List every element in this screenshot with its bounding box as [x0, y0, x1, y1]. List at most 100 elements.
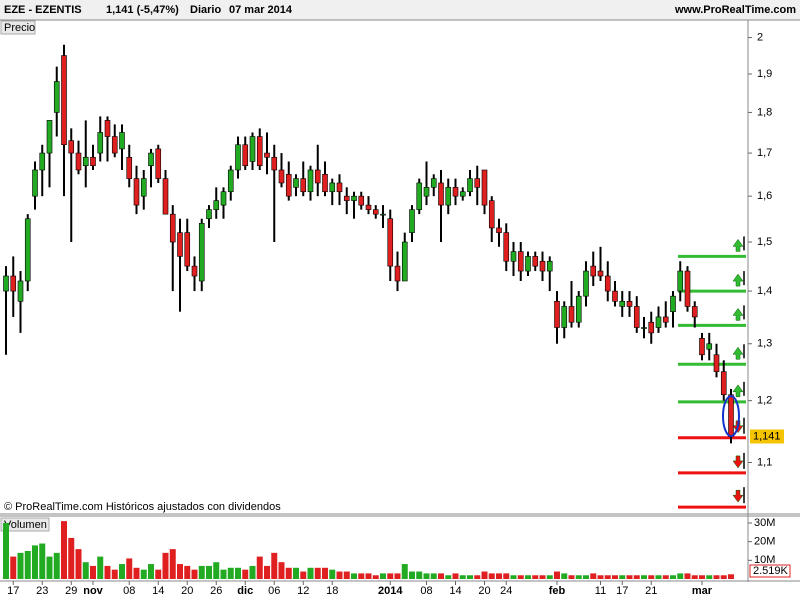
- volume-bar: [416, 571, 423, 579]
- x-tick-label: 21: [645, 585, 657, 597]
- candle-body: [510, 251, 517, 262]
- candle-body: [554, 301, 560, 328]
- volume-bar: [336, 571, 343, 579]
- volume-bar: [561, 573, 568, 579]
- candle-body: [351, 195, 357, 201]
- site: www.ProRealTime.com: [674, 4, 796, 16]
- volume-bar: [445, 575, 452, 579]
- last-price-label: 1,141: [753, 430, 781, 442]
- candle-body: [720, 371, 727, 396]
- volume-bar: [104, 565, 111, 579]
- volume-bar: [213, 562, 220, 579]
- candle-body: [24, 218, 31, 282]
- y-tick-label: 1,1: [757, 456, 772, 468]
- volume-bar: [97, 556, 104, 579]
- volume-bar: [387, 573, 394, 579]
- candle-body: [452, 187, 459, 197]
- volume-bar: [699, 575, 705, 579]
- candle-body: [242, 144, 249, 167]
- candle-body: [307, 169, 314, 193]
- volume-bar: [517, 575, 524, 579]
- volume-bar: [684, 573, 691, 579]
- x-tick-label: mar: [692, 585, 713, 597]
- x-tick-label: 08: [123, 585, 135, 597]
- volume-bar: [496, 573, 502, 579]
- candle-body: [633, 306, 640, 328]
- highlight: [722, 395, 740, 438]
- volume-bar: [32, 545, 38, 579]
- signal-arrow: [732, 238, 744, 252]
- x-tick-label: 2014: [378, 585, 403, 597]
- volume-bar: [677, 573, 684, 579]
- x-tick-label: 08: [420, 585, 432, 597]
- x-tick-label: 29: [65, 585, 77, 597]
- volume-bar: [10, 556, 17, 579]
- candle-body: [525, 256, 531, 272]
- candle-body: [662, 316, 669, 323]
- candle-body: [546, 260, 553, 272]
- volume-bar: [626, 575, 633, 579]
- candle-body: [380, 213, 386, 216]
- volume-bar: [670, 575, 676, 579]
- volume-bar: [401, 564, 408, 579]
- volume-bar: [140, 569, 147, 579]
- header-bar: [0, 0, 800, 20]
- candle-body: [184, 232, 191, 267]
- x-tick-label: 14: [152, 585, 164, 597]
- candle-body: [32, 169, 38, 197]
- candle-body: [655, 316, 662, 328]
- volume-bar: [380, 573, 386, 579]
- volume-bar: [452, 573, 459, 579]
- candle-body: [532, 256, 539, 267]
- y-tick-label: 1,9: [757, 68, 772, 80]
- y-tick-label: 20M: [754, 536, 775, 548]
- candle-body: [365, 204, 372, 210]
- x-tick-label: 11: [595, 585, 606, 597]
- candle-body: [17, 280, 24, 302]
- signal-arrow: [732, 273, 744, 287]
- y-tick-label: 1,8: [757, 106, 772, 118]
- candle-body: [111, 136, 118, 154]
- volume-bar: [662, 575, 669, 579]
- x-tick-label: 18: [326, 585, 338, 597]
- candle-body: [249, 136, 256, 162]
- candle-body: [162, 178, 169, 215]
- x-tick-label: 12: [297, 585, 309, 597]
- candle-body: [10, 275, 17, 292]
- quote: 1,141 (-5,47%): [106, 4, 179, 16]
- signal-arrow: [732, 307, 744, 321]
- volume-bar: [220, 569, 227, 579]
- volume-bar: [488, 573, 495, 579]
- candle-body: [728, 394, 734, 437]
- candle-body: [474, 178, 481, 188]
- x-tick-label: dic: [237, 585, 253, 597]
- candle-body: [401, 241, 408, 282]
- volume-bar: [227, 567, 234, 579]
- panel-label: Precio: [4, 22, 35, 34]
- candle-body: [372, 209, 379, 215]
- candle-body: [358, 195, 365, 206]
- volume-bar: [467, 575, 473, 579]
- candle-body: [90, 156, 96, 167]
- volume-bar: [532, 575, 539, 579]
- candle-body: [677, 270, 684, 292]
- candle-body: [61, 55, 67, 146]
- signal-arrow: [732, 455, 744, 469]
- volume-bar: [423, 573, 430, 579]
- candle-body: [670, 295, 676, 312]
- volume-bar: [39, 543, 46, 579]
- x-tick-label: 17: [7, 585, 19, 597]
- volume-bar: [133, 567, 140, 579]
- candle-body: [155, 148, 162, 179]
- date: 07 mar 2014: [229, 4, 293, 16]
- candle-body: [227, 169, 234, 193]
- volume-bar: [503, 573, 510, 579]
- signal-arrow: [732, 346, 744, 360]
- volume-bar: [249, 565, 256, 579]
- y-tick-label: 1,5: [757, 236, 772, 248]
- candle-body: [39, 152, 46, 171]
- candle-body: [191, 265, 198, 277]
- candle-body: [648, 321, 655, 334]
- last-volume-box: [749, 564, 791, 578]
